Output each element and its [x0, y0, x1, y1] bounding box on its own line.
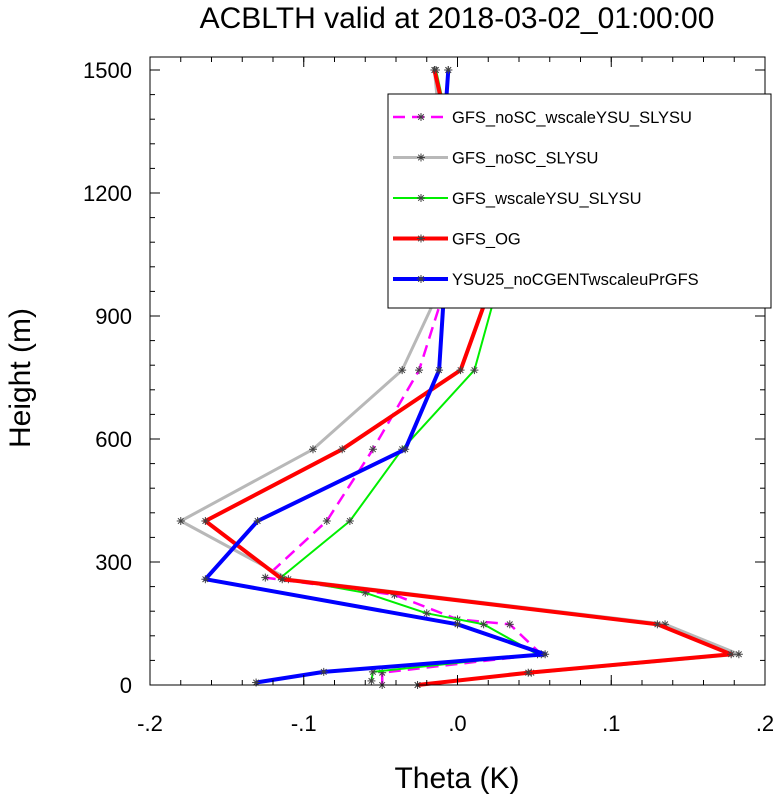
legend-label: GFS_OG: [452, 231, 521, 249]
legend: GFS_noSC_wscaleYSU_SLYSU GFS_noSC_SLYSU GF…: [387, 93, 772, 309]
x-tick-label: -.1: [291, 711, 317, 736]
x-tick-label: .1: [602, 711, 620, 736]
y-tick-label: 0: [120, 673, 132, 698]
series-3-point: [423, 610, 430, 617]
series-4-point: [457, 366, 464, 374]
series-2-point: [177, 517, 184, 525]
y-axis-label: Height (m): [4, 308, 37, 448]
x-tick-label: .2: [756, 711, 774, 736]
series-5-point: [402, 446, 409, 453]
series-1-point: [506, 621, 513, 628]
series-4-line: [203, 69, 734, 687]
series-2-point: [309, 446, 317, 453]
series-2-point: [735, 651, 743, 658]
legend-box: [387, 93, 772, 309]
legend-marker: [417, 113, 425, 121]
series-3-point: [480, 621, 487, 628]
series-1-point: [369, 446, 377, 453]
legend-label: YSU25_noCGENTwscaleuPrGFS: [452, 271, 699, 289]
legend-marker: [417, 275, 425, 283]
legend-label: GFS_noSC_SLYSU: [452, 150, 598, 168]
axis-ticks: -.2 -.1 .0 .1 .2 0 300 600 900 1200 1500: [83, 57, 774, 736]
series-5-point: [541, 651, 549, 658]
series-5-point: [435, 366, 443, 374]
legend-label: GFS_noSC_wscaleYSU_SLYSU: [452, 109, 692, 127]
series-3-point: [471, 366, 478, 374]
y-tick-label: 900: [95, 304, 132, 329]
series-4-point: [202, 517, 209, 525]
series-1-point: [262, 574, 269, 581]
x-tick-label: -.2: [137, 711, 163, 736]
series-4-point: [728, 651, 735, 658]
legend-marker: [417, 194, 425, 202]
series-3-point: [368, 677, 375, 685]
series-3-point: [369, 668, 377, 676]
chart-title: ACBLTH valid at 2018-03-02_01:00:00: [200, 2, 715, 35]
series-3-point: [346, 517, 354, 525]
y-tick-label: 300: [95, 550, 132, 575]
series-4-point: [339, 446, 346, 453]
series-5-point: [202, 576, 209, 583]
series-5-point: [252, 679, 260, 686]
series-1-point: [323, 517, 330, 525]
series-4-point: [279, 576, 286, 583]
series-4-point: [525, 669, 532, 676]
legend-marker: [417, 154, 425, 161]
series-2-point: [398, 366, 406, 374]
series-5-point: [320, 668, 327, 676]
series-4-point: [431, 66, 438, 74]
series-5-point: [454, 621, 461, 628]
y-tick-label: 1500: [83, 58, 132, 83]
x-tick-label: .0: [448, 711, 466, 736]
legend-marker: [417, 235, 425, 242]
y-tick-label: 600: [95, 427, 132, 452]
series-4-point: [654, 621, 661, 628]
y-tick-label: 1200: [83, 181, 132, 206]
x-axis-label: Theta (K): [394, 762, 519, 795]
series-5-point: [445, 66, 452, 74]
series-1-point: [415, 366, 423, 374]
legend-label: GFS_wscaleYSU_SLYSU: [452, 190, 642, 208]
series-5-point: [254, 517, 261, 525]
